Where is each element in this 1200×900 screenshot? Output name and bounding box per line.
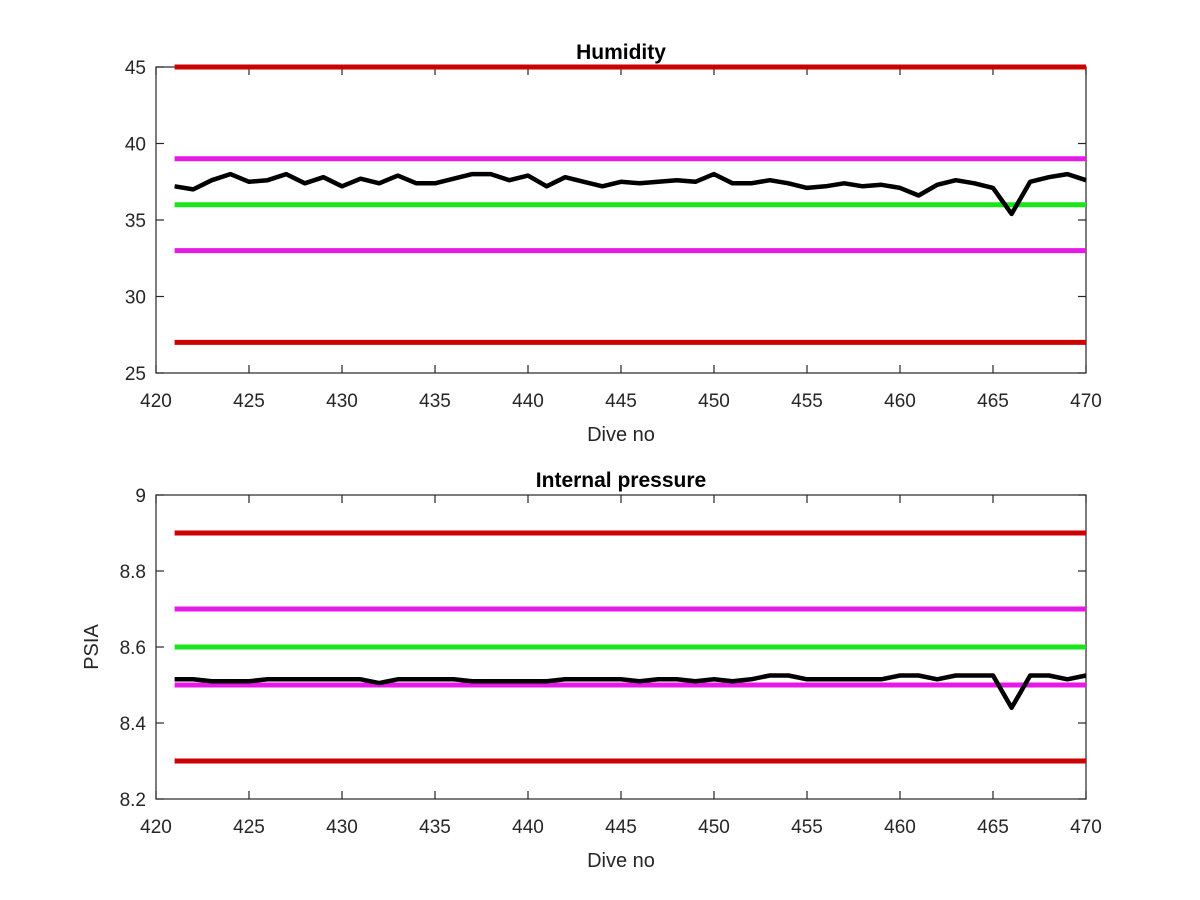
x-tick-label: 435 (419, 391, 451, 412)
x-tick-label: 425 (233, 391, 265, 412)
x-tick-label: 455 (791, 817, 823, 838)
y-tick-label: 35 (125, 211, 146, 232)
x-tick-label: 425 (233, 817, 265, 838)
x-tick-label: 440 (512, 817, 544, 838)
x-tick-label: 420 (140, 391, 172, 412)
plot-title: Humidity (576, 41, 666, 64)
x-tick-label: 420 (140, 817, 172, 838)
x-tick-label: 455 (791, 391, 823, 412)
x-tick-label: 460 (884, 391, 916, 412)
x-tick-label: 470 (1070, 817, 1102, 838)
x-tick-label: 445 (605, 817, 637, 838)
y-tick-label: 45 (125, 58, 146, 79)
y-axis-label: PSIA (81, 624, 103, 670)
x-tick-label: 435 (419, 817, 451, 838)
y-tick-label: 8.8 (120, 562, 146, 583)
y-tick-label: 40 (125, 135, 146, 156)
x-tick-label: 450 (698, 817, 730, 838)
x-axis-label: Dive no (587, 850, 655, 872)
x-tick-label: 470 (1070, 391, 1102, 412)
x-tick-label: 430 (326, 391, 358, 412)
internal-pressure-plot: 420 425 430 435 440 445 450 455 460 465 470 8.2 8.4 8… (81, 469, 1102, 872)
x-tick-label: 460 (884, 817, 916, 838)
x-axis-label: Dive no (587, 424, 655, 446)
y-tick-label: 8.4 (120, 714, 147, 735)
y-tick-label: 25 (125, 364, 146, 385)
x-tick-label: 440 (512, 391, 544, 412)
y-tick-label: 8.2 (120, 790, 146, 811)
humidity-plot: 420 425 430 435 440 445 450 455 460 465 470 25 30 35 4… (125, 41, 1102, 446)
axes-box (155, 66, 1087, 374)
x-tick-label: 465 (977, 391, 1009, 412)
series-line (174, 171, 1087, 217)
y-tick-label: 8.6 (120, 638, 146, 659)
x-tick-label: 465 (977, 817, 1009, 838)
x-tick-label: 445 (605, 391, 637, 412)
series-line (174, 673, 1087, 711)
y-tick-label: 9 (135, 486, 146, 507)
x-tick-label: 430 (326, 817, 358, 838)
y-tick-label: 30 (125, 288, 146, 309)
x-tick-label: 450 (698, 391, 730, 412)
plot-title: Internal pressure (536, 469, 706, 492)
